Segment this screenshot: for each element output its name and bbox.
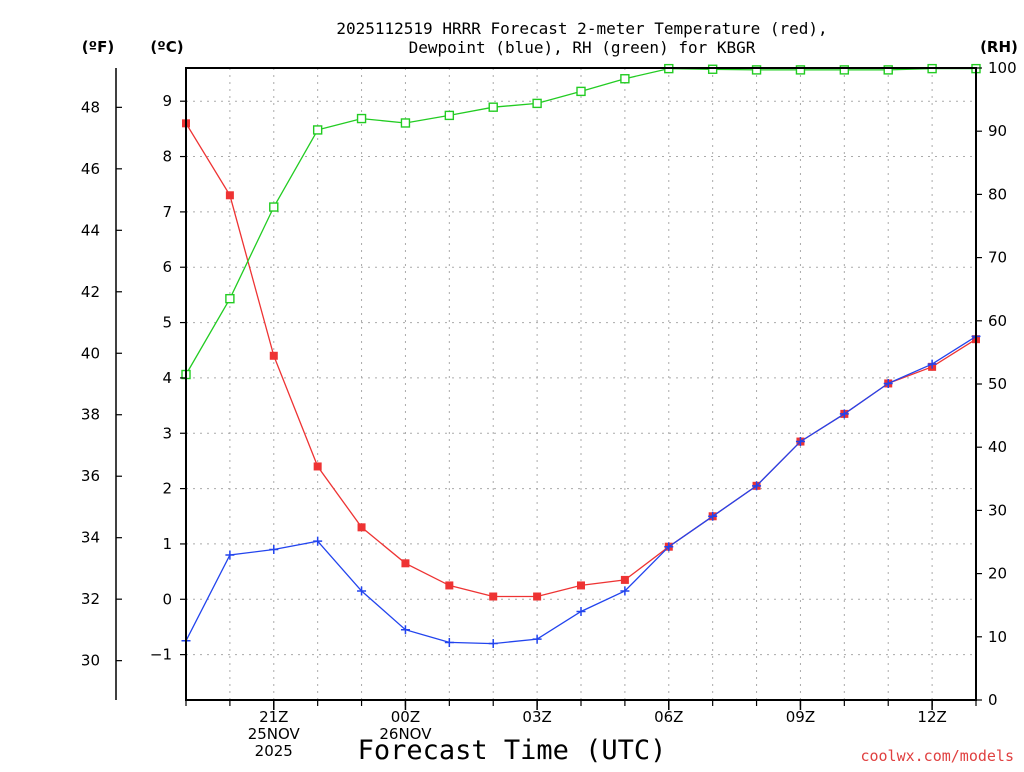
axes: −101234567893032343638404244464801020304…	[81, 59, 1017, 760]
rh-point	[576, 86, 586, 97]
rh-point	[225, 293, 235, 304]
celsius-tick-label: 0	[162, 590, 172, 608]
source-credit: coolwx.com/models	[860, 747, 1014, 765]
fahrenheit-tick-label: 46	[81, 160, 100, 178]
celsius-tick-label: 1	[162, 535, 172, 553]
rh-unit-label: (RH)	[980, 38, 1018, 56]
temperature-point	[357, 523, 366, 532]
fahrenheit-tick-label: 32	[81, 590, 100, 608]
gridlines	[186, 68, 976, 700]
rh-tick-label: 40	[988, 438, 1007, 456]
dewpoint-point	[664, 542, 674, 552]
fahrenheit-tick-label: 30	[81, 652, 100, 670]
dewpoint-point	[488, 639, 498, 649]
dewpoint-point	[400, 625, 410, 635]
plot-frame	[115, 67, 977, 701]
temperature-point	[225, 191, 234, 200]
rh-point	[269, 202, 279, 212]
celsius-unit-label: (ºC)	[150, 38, 183, 56]
rh-tick-label: 90	[988, 122, 1007, 140]
celsius-tick-label: 3	[162, 424, 172, 442]
rh-point	[532, 98, 542, 109]
series-temperature	[182, 119, 980, 601]
rh-point	[707, 64, 718, 74]
temperature-point	[533, 592, 542, 601]
dewpoint-point	[357, 586, 367, 596]
rh-point	[620, 74, 630, 84]
x-tick-label: 06Z	[654, 708, 683, 726]
temperature-point	[445, 581, 454, 590]
rh-tick-label: 10	[988, 628, 1007, 646]
dewpoint-point	[839, 409, 849, 419]
rh-point	[751, 65, 762, 75]
celsius-tick-label: 7	[162, 203, 172, 221]
fahrenheit-tick-label: 40	[81, 344, 100, 362]
x-tick-label: 12Z	[917, 708, 946, 726]
fahrenheit-tick-label: 48	[81, 98, 100, 116]
fahrenheit-tick-label: 36	[81, 467, 100, 485]
celsius-tick-label: −1	[150, 646, 172, 664]
rh-point	[400, 118, 411, 128]
dewpoint-point	[752, 481, 762, 491]
dewpoint-point	[576, 606, 586, 616]
x-tick-label: 26NOV	[379, 725, 432, 743]
rh-point	[444, 110, 455, 121]
fahrenheit-tick-label: 42	[81, 283, 100, 301]
temperature-point	[489, 592, 498, 601]
dewpoint-point	[532, 634, 542, 644]
celsius-tick-label: 8	[162, 148, 172, 166]
dewpoint-point	[620, 586, 630, 596]
fahrenheit-tick-label: 44	[81, 221, 100, 239]
celsius-tick-label: 9	[162, 92, 172, 110]
fahrenheit-unit-label: (ºF)	[82, 38, 114, 56]
x-tick-label: 21Z	[259, 708, 288, 726]
temperature-point	[577, 581, 585, 590]
x-tick-label: 03Z	[522, 708, 551, 726]
x-tick-label: 09Z	[786, 708, 815, 726]
rh-point	[488, 102, 498, 112]
rh-tick-label: 20	[988, 565, 1007, 583]
rh-point	[839, 65, 850, 75]
chart-title-line-2: Dewpoint (blue), RH (green) for KBGR	[409, 38, 756, 57]
rh-tick-label: 70	[988, 249, 1007, 267]
rh-tick-label: 0	[988, 691, 998, 709]
dewpoint-point	[313, 536, 323, 546]
x-tick-label: 25NOV	[248, 725, 301, 743]
celsius-tick-label: 6	[162, 258, 172, 276]
celsius-tick-label: 2	[162, 480, 172, 498]
rh-tick-label: 60	[988, 312, 1007, 330]
dewpoint-point	[883, 378, 893, 388]
rh-tick-label: 100	[988, 59, 1017, 77]
dewpoint-point	[225, 550, 235, 560]
temperature-point	[401, 559, 410, 568]
dewpoint-point	[708, 511, 718, 521]
rh-point	[312, 125, 323, 135]
rh-point	[795, 65, 806, 75]
x-tick-label: 2025	[255, 742, 293, 760]
temperature-point	[269, 351, 278, 360]
x-axis-label: Forecast Time (UTC)	[358, 735, 667, 766]
dewpoint-point	[795, 437, 805, 447]
rh-tick-label: 50	[988, 375, 1007, 393]
rh-point	[883, 65, 893, 75]
fahrenheit-tick-label: 34	[81, 529, 100, 547]
celsius-tick-label: 5	[162, 314, 172, 332]
dewpoint-point	[269, 544, 279, 554]
rh-tick-label: 80	[988, 185, 1007, 203]
rh-point	[356, 113, 367, 124]
celsius-tick-label: 4	[162, 369, 172, 387]
dewpoint-point	[927, 359, 937, 369]
series-dewpoint	[181, 331, 981, 649]
chart-title-line-1: 2025112519 HRRR Forecast 2-meter Tempera…	[336, 19, 827, 38]
temperature-point	[620, 575, 629, 584]
temperature-point	[313, 462, 322, 471]
dewpoint-point	[444, 637, 454, 647]
rh-tick-label: 30	[988, 501, 1007, 519]
fahrenheit-tick-label: 38	[81, 406, 100, 424]
x-tick-label: 00Z	[391, 708, 420, 726]
